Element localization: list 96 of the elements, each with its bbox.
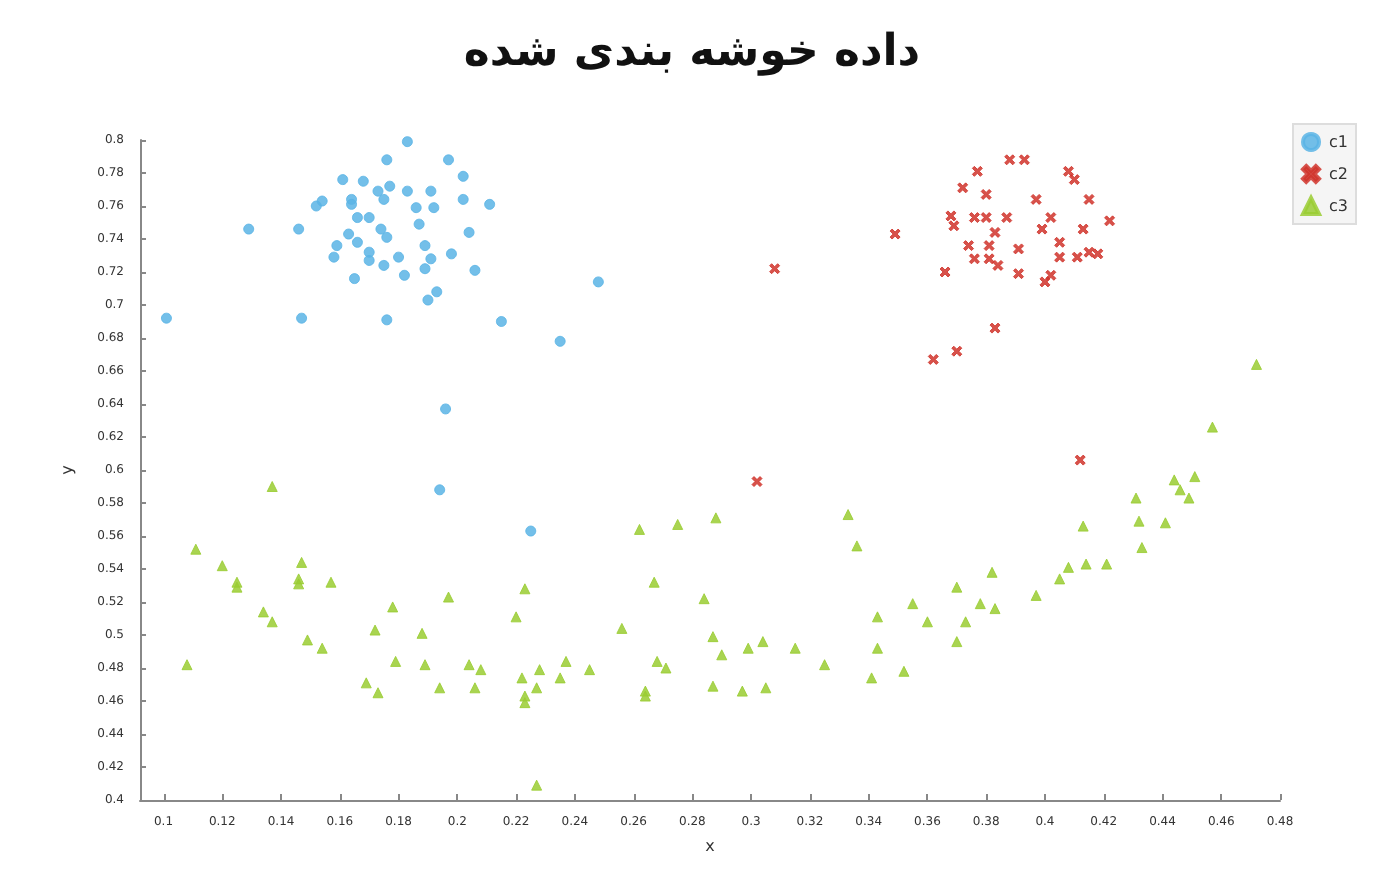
point: [484, 198, 496, 210]
point: [1013, 268, 1025, 280]
point: [1036, 223, 1048, 235]
point: [525, 525, 537, 537]
point: [1030, 193, 1042, 205]
point: [445, 248, 457, 260]
point: [419, 263, 431, 275]
point: [363, 212, 375, 224]
point: [1045, 212, 1057, 224]
point: [751, 476, 763, 488]
point: [363, 246, 375, 258]
point: [337, 174, 349, 186]
point: [945, 210, 957, 222]
point: [1092, 248, 1104, 260]
point: [440, 403, 452, 415]
point: [592, 276, 604, 288]
point: [378, 193, 390, 205]
point: [1039, 276, 1051, 288]
point: [1083, 246, 1095, 258]
point: [393, 251, 405, 263]
point: [434, 484, 446, 496]
point: [989, 322, 1001, 334]
point: [243, 223, 255, 235]
legend-label: c2: [1329, 165, 1349, 183]
point: [381, 231, 393, 243]
point: [980, 212, 992, 224]
point: [957, 182, 969, 194]
point: [425, 185, 437, 197]
point: [1054, 251, 1066, 263]
point: [963, 240, 975, 252]
point: [939, 266, 951, 278]
point: [296, 312, 308, 324]
point: [1083, 193, 1095, 205]
point: [1062, 165, 1074, 177]
point: [951, 345, 963, 357]
point: [384, 180, 396, 192]
point: [351, 236, 363, 248]
point: [381, 314, 393, 326]
point: [343, 228, 355, 240]
point: [971, 165, 983, 177]
point: [927, 353, 939, 365]
point: [419, 240, 431, 252]
point: [410, 202, 422, 214]
point: [495, 316, 507, 327]
point: [372, 185, 384, 197]
point: [948, 220, 960, 232]
x-axis-title: x: [705, 836, 716, 855]
point: [1071, 251, 1083, 263]
point: [401, 136, 413, 148]
point: [310, 200, 322, 212]
point: [331, 240, 343, 252]
point: [983, 240, 995, 252]
point: [1068, 174, 1080, 186]
point: [293, 223, 305, 235]
point: [425, 253, 437, 265]
point: [1004, 154, 1016, 166]
chart-title: داده خوشه بندی شده: [463, 27, 921, 77]
legend-label: c3: [1329, 197, 1349, 215]
point: [381, 154, 393, 166]
point: [160, 312, 172, 324]
point: [968, 212, 980, 224]
point: [463, 226, 475, 238]
point: [457, 170, 469, 182]
point: [1104, 215, 1116, 227]
point: [413, 218, 425, 230]
point: [1013, 243, 1025, 255]
point: [401, 185, 413, 197]
point: [375, 223, 387, 235]
y-axis-title: y: [58, 464, 77, 475]
point: [968, 253, 980, 265]
point: [1054, 236, 1066, 248]
point: [1077, 223, 1089, 235]
point: [1018, 154, 1030, 166]
point: [351, 212, 363, 224]
point: [328, 251, 340, 263]
legend-label: c1: [1329, 133, 1349, 151]
point: [357, 175, 369, 187]
point: [989, 226, 1001, 238]
point: [992, 259, 1004, 271]
point: [398, 269, 410, 281]
point: [1074, 454, 1086, 466]
point: [1001, 212, 1013, 224]
point: [346, 198, 358, 210]
point: [428, 202, 440, 214]
point: [348, 273, 360, 285]
point: [889, 228, 901, 240]
point: [431, 286, 443, 298]
point: [554, 335, 566, 347]
point: [469, 264, 481, 276]
point: [769, 263, 781, 275]
point: [378, 259, 390, 271]
point: [983, 253, 995, 265]
point: [457, 193, 469, 205]
point: [980, 188, 992, 200]
point: [422, 294, 434, 306]
point: [443, 154, 455, 166]
